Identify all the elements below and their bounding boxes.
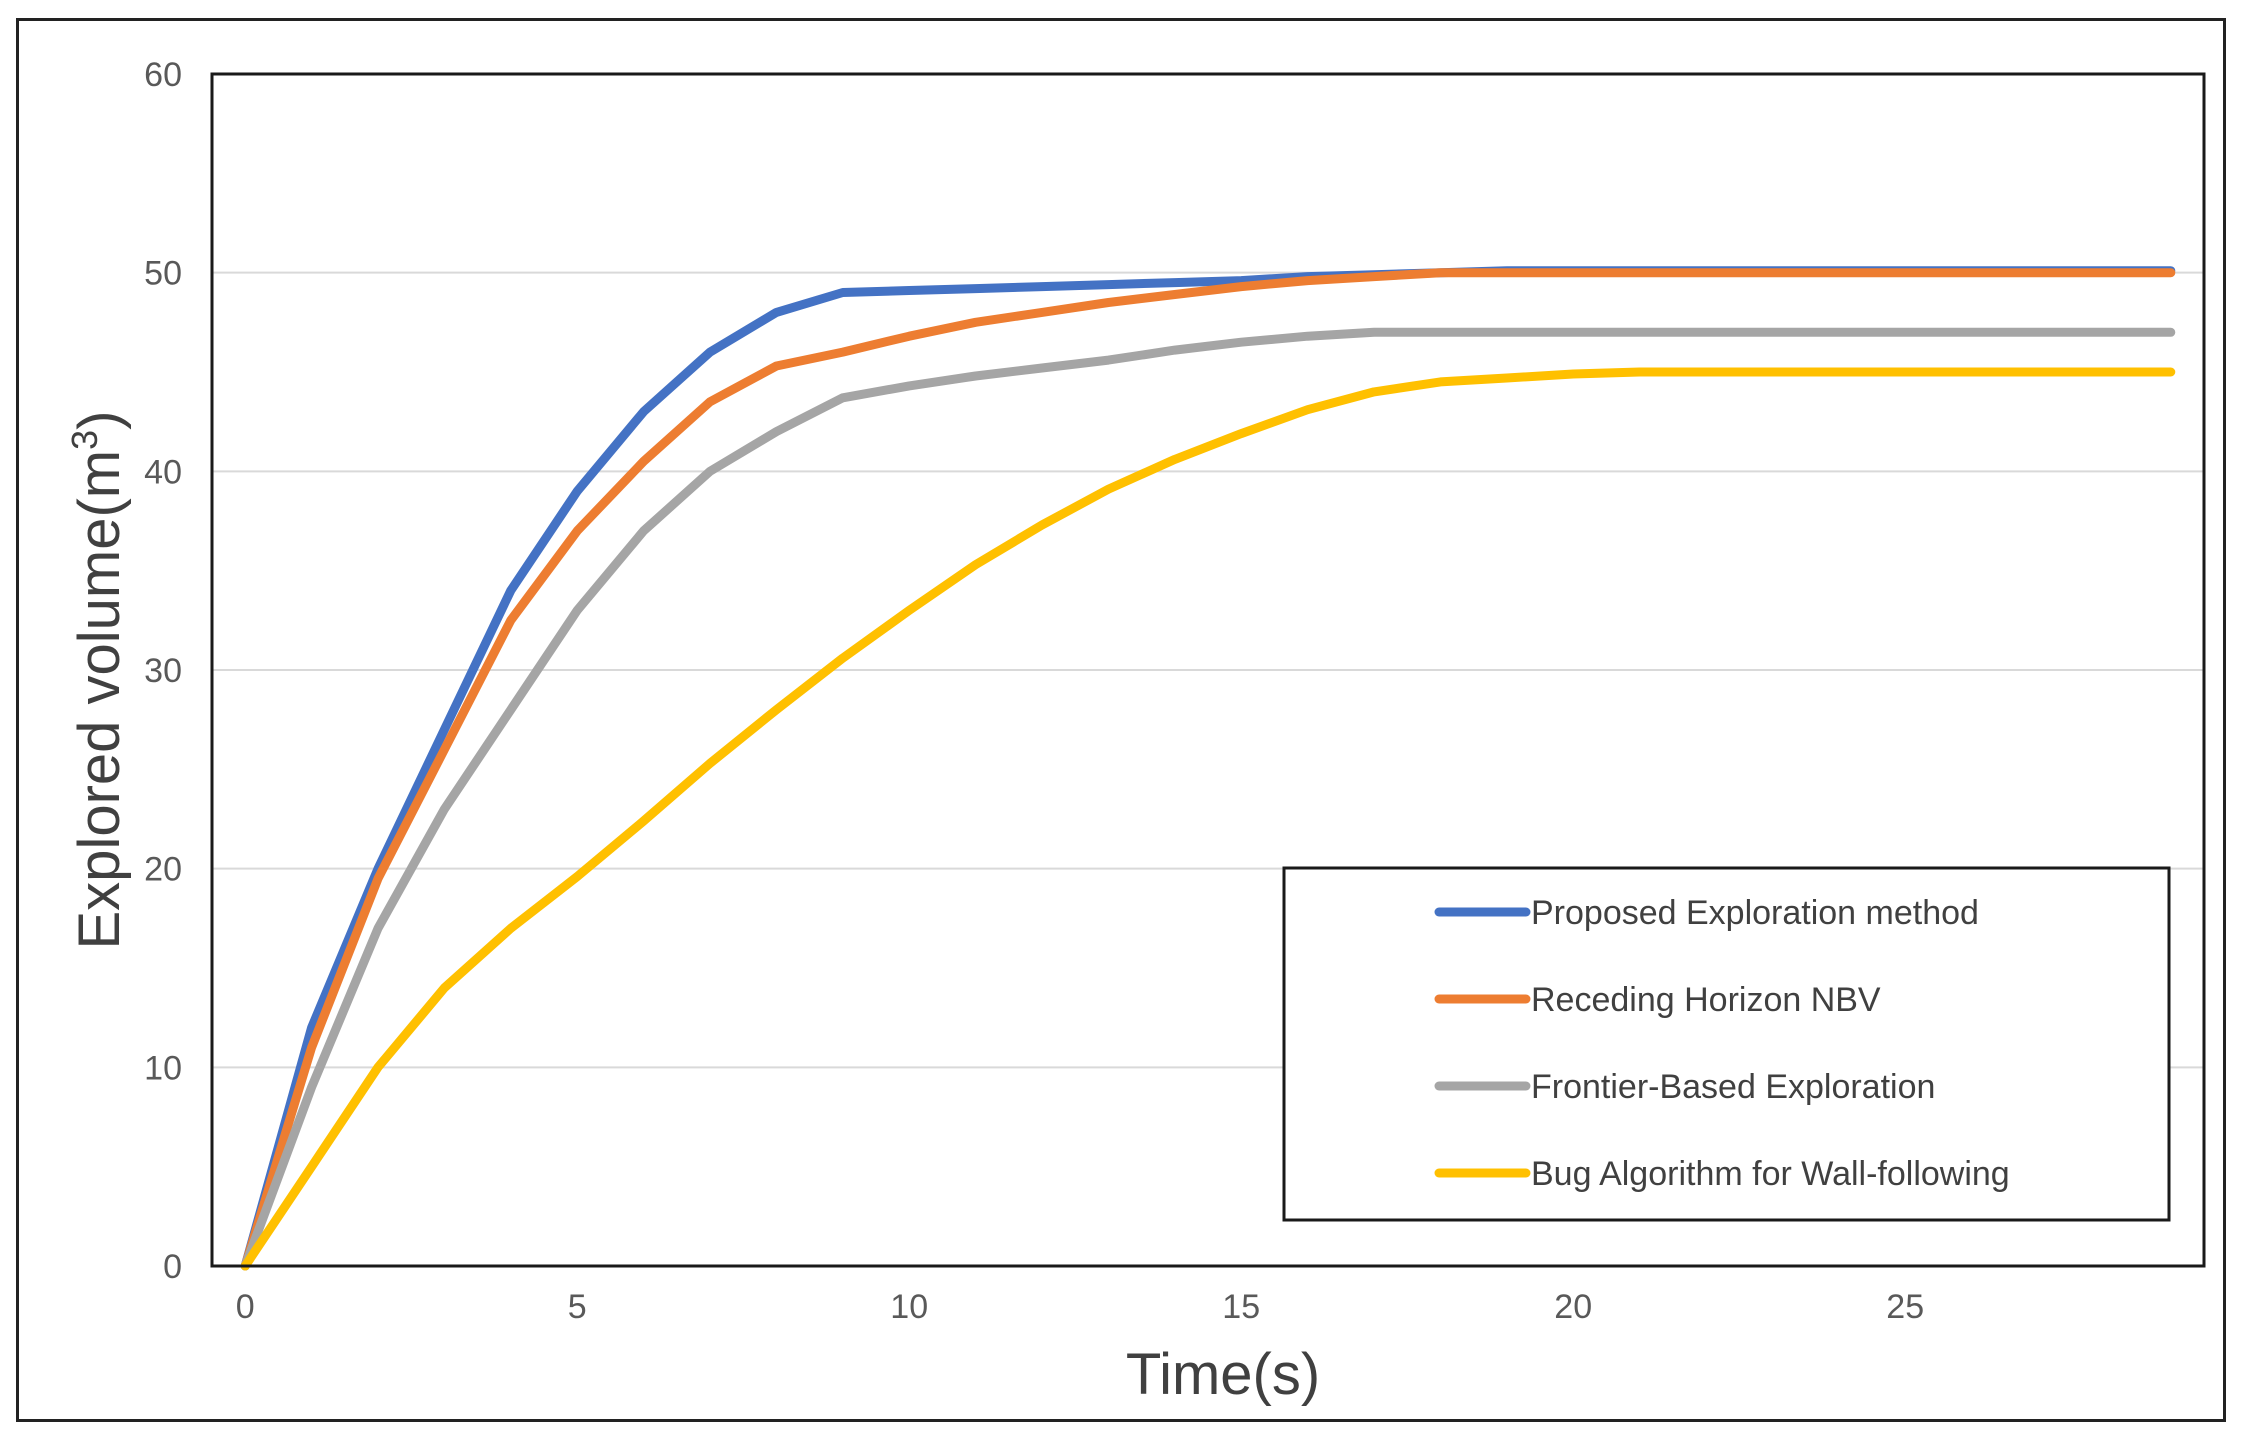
y-axis-title-sup: 3 (64, 430, 105, 450)
x-tick-label-20: 20 (1554, 1288, 1592, 1326)
x-tick-label-25: 25 (1886, 1288, 1924, 1326)
series-line-4 (240, 367, 2176, 1271)
legend-label-4: Bug Algorithm for Wall-following (1531, 1155, 2010, 1193)
y-tick-label-0: 0 (163, 1248, 182, 1286)
series-group (240, 266, 2176, 1271)
series-line-3 (240, 327, 2176, 1271)
y-tick-label-60: 60 (144, 56, 182, 94)
y-tick-label-20: 20 (144, 851, 182, 889)
line-chart: 0 10 20 30 40 50 60 0 5 10 15 20 25 Time(s) Explore… (64, 56, 2206, 1407)
x-tick-label-0: 0 (236, 1288, 255, 1326)
legend-box (1282, 866, 2171, 1222)
legend-label-1: Proposed Exploration method (1531, 894, 1979, 932)
legend-label-2: Receding Horizon NBV (1531, 981, 1881, 1019)
x-axis-title: Time(s) (1126, 1342, 1320, 1407)
y-tick-label-10: 10 (144, 1049, 182, 1087)
x-tick-label-15: 15 (1222, 1288, 1260, 1326)
legend-label-3: Frontier-Based Exploration (1531, 1068, 1935, 1106)
y-axis-title: Explored volume(m3) (64, 411, 132, 950)
y-axis-title-end: ) (67, 411, 132, 430)
legend: Proposed Exploration method Receding Hori… (1282, 866, 2171, 1222)
y-tick-labels: 0 10 20 30 40 50 60 (144, 56, 182, 1286)
chart-frame: 0 10 20 30 40 50 60 0 5 10 15 20 25 Time(s) Explore… (16, 18, 2226, 1422)
y-tick-label-50: 50 (144, 255, 182, 293)
plot-area-border (210, 72, 2206, 1268)
y-tick-label-40: 40 (144, 453, 182, 491)
x-tick-label-10: 10 (890, 1288, 928, 1326)
y-tick-label-30: 30 (144, 652, 182, 690)
x-tick-labels: 0 5 10 15 20 25 (236, 1288, 1924, 1326)
x-tick-label-5: 5 (568, 1288, 587, 1326)
series-line-2 (240, 268, 2176, 1271)
y-axis-title-base: Explored volume(m (67, 450, 132, 950)
